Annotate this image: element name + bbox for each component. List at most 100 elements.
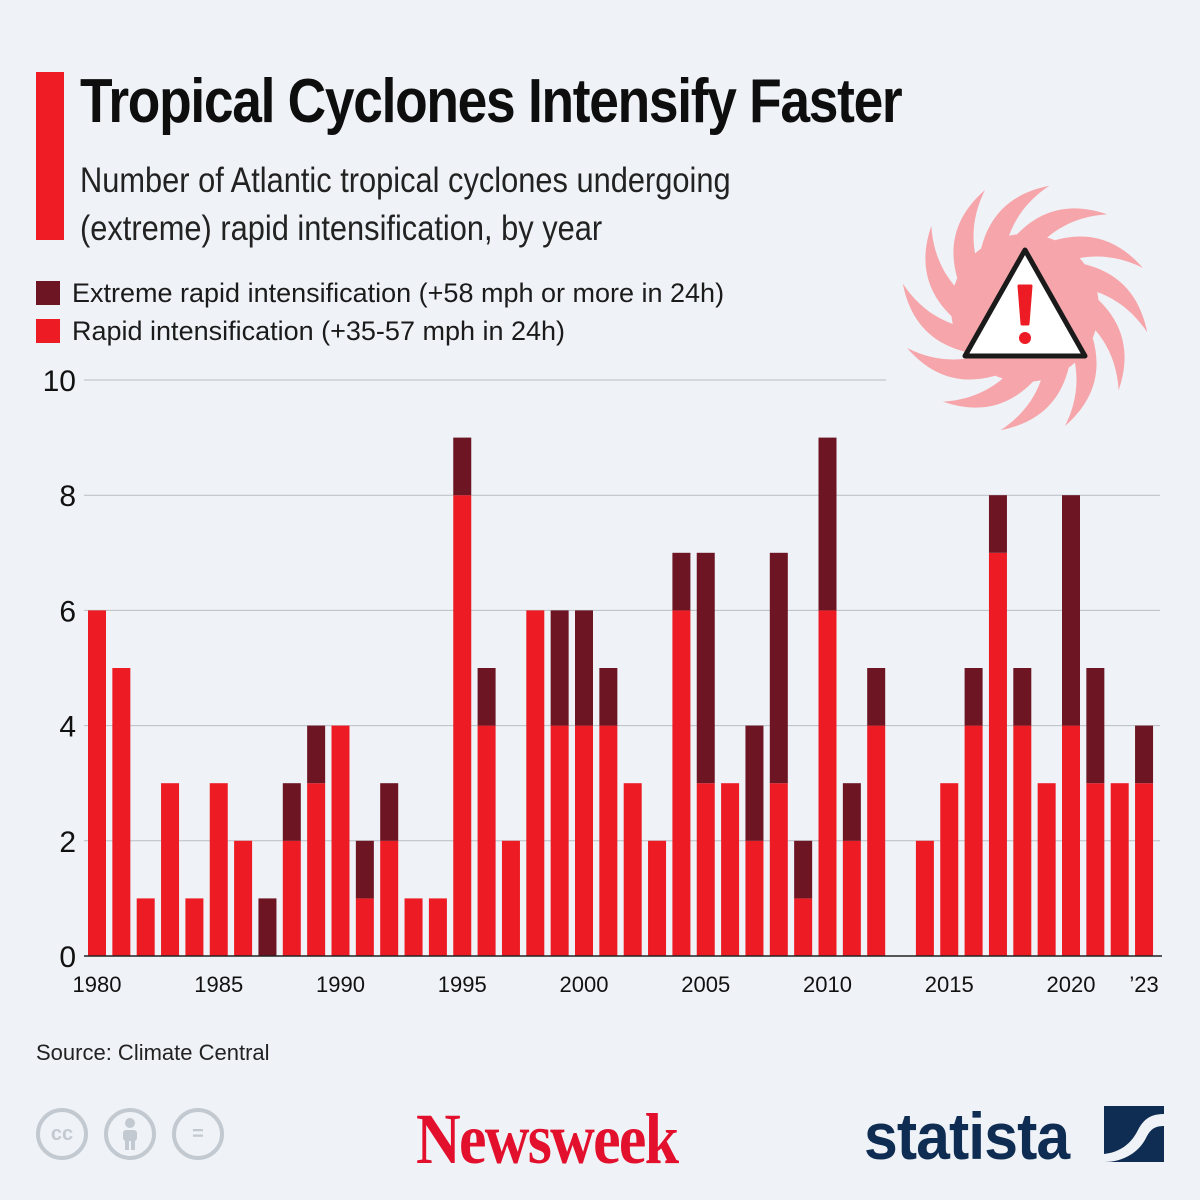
no-derivatives-icon: = [172, 1108, 224, 1160]
attribution-person-icon [104, 1108, 156, 1160]
legend: Extreme rapid intensification (+58 mph o… [36, 274, 724, 350]
bar-rapid-2016 [964, 725, 983, 956]
bar-rapid-2018 [1013, 725, 1032, 956]
bar-rapid-1991 [355, 898, 374, 956]
x-tick-label: 2015 [925, 972, 974, 997]
legend-swatch-extreme [36, 281, 60, 305]
bar-rapid-1982 [136, 898, 155, 956]
bar-rapid-2023 [1135, 783, 1154, 956]
bar-rapid-2015 [940, 783, 959, 956]
bar-extreme-2005 [696, 552, 715, 784]
newsweek-logo: Newsweek [416, 1099, 679, 1179]
bar-extreme-2012 [867, 668, 886, 726]
page-subtitle: Number of Atlantic tropical cyclones und… [80, 161, 731, 248]
bar-extreme-1999 [550, 610, 569, 726]
bar-rapid-1985 [209, 783, 228, 956]
x-tick-label: 1985 [194, 972, 243, 997]
bar-rapid-2005 [696, 783, 715, 956]
bar-extreme-2021 [1086, 668, 1105, 784]
bar-extreme-1991 [355, 840, 374, 899]
bar-rapid-2010 [818, 610, 837, 956]
bar-rapid-1983 [161, 783, 180, 956]
creative-commons-icon: cc [36, 1108, 88, 1160]
bar-extreme-2011 [842, 783, 861, 841]
bar-rapid-2008 [769, 783, 788, 956]
bar-rapid-1993 [404, 898, 423, 956]
chart-bars [84, 437, 1162, 957]
x-tick-label: 2005 [681, 972, 730, 997]
bar-rapid-2022 [1110, 783, 1129, 956]
bar-extreme-1995 [453, 437, 472, 496]
bar-rapid-2014 [915, 840, 934, 956]
bar-rapid-2001 [599, 725, 618, 956]
bar-rapid-1992 [380, 840, 399, 956]
bar-rapid-2021 [1086, 783, 1105, 956]
bar-rapid-1996 [477, 725, 496, 956]
bar-extreme-2016 [964, 668, 983, 726]
bar-extreme-2000 [575, 610, 593, 726]
bar-rapid-1999 [550, 725, 569, 956]
bar-extreme-2007 [745, 725, 764, 841]
bar-extreme-1992 [380, 783, 399, 841]
bar-rapid-1981 [112, 668, 131, 956]
bar-rapid-1980 [88, 610, 106, 956]
bar-rapid-1995 [453, 495, 472, 956]
bar-extreme-2023 [1135, 725, 1154, 784]
y-tick-label: 6 [59, 595, 76, 628]
legend-label-rapid: Rapid intensification (+35-57 mph in 24h… [72, 315, 566, 346]
bar-rapid-1988 [282, 840, 301, 956]
bar-extreme-2008 [769, 552, 788, 784]
bar-rapid-1997 [501, 840, 520, 956]
bar-extreme-1988 [282, 783, 301, 841]
statista-logo-icon [1104, 1106, 1164, 1162]
legend-item-rapid: Rapid intensification (+35-57 mph in 24h… [36, 312, 724, 350]
cyclone-warning-icon [902, 185, 1148, 431]
bar-rapid-1986 [234, 840, 253, 956]
bar-rapid-2017 [988, 552, 1007, 956]
bar-extreme-2017 [988, 495, 1007, 553]
y-axis: 0 2 4 6 8 10 [43, 365, 76, 974]
bar-rapid-1998 [526, 610, 545, 956]
bar-rapid-2012 [867, 725, 886, 956]
y-tick-label: 2 [59, 826, 76, 859]
bar-extreme-2020 [1062, 495, 1080, 726]
bar-rapid-1989 [307, 783, 326, 956]
bar-extreme-2010 [818, 437, 837, 611]
x-tick-label: 1990 [316, 972, 365, 997]
bar-rapid-1984 [185, 898, 204, 956]
bar-rapid-2004 [672, 610, 691, 956]
license-icons: cc = [36, 1108, 224, 1160]
x-tick-label: ’23 [1129, 972, 1158, 997]
bar-rapid-1990 [331, 725, 350, 956]
bar-rapid-2011 [842, 840, 861, 956]
bar-chart: 0 2 4 6 8 10 1980 1985 1990 1995 2000 2005 2010 2015… [43, 185, 1162, 997]
legend-item-extreme: Extreme rapid intensification (+58 mph o… [36, 274, 724, 312]
bar-rapid-2019 [1037, 783, 1056, 956]
y-tick-label: 10 [43, 365, 76, 398]
bar-extreme-2001 [599, 668, 618, 726]
x-tick-label: 1995 [438, 972, 487, 997]
x-tick-label: 2000 [560, 972, 609, 997]
x-tick-label: 1980 [73, 972, 122, 997]
bar-rapid-2009 [794, 898, 813, 956]
source-note: Source: Climate Central [36, 1040, 270, 1065]
bar-extreme-1996 [477, 668, 496, 726]
bar-rapid-2003 [648, 840, 667, 956]
statista-logo-text: statista [864, 1099, 1070, 1173]
x-tick-label: 2020 [1047, 972, 1096, 997]
bar-rapid-2000 [575, 725, 593, 956]
y-tick-label: 0 [59, 941, 76, 974]
bar-rapid-1994 [428, 898, 447, 956]
bar-rapid-2002 [623, 783, 642, 956]
bar-extreme-1987 [258, 898, 277, 956]
legend-label-extreme: Extreme rapid intensification (+58 mph o… [72, 277, 725, 308]
warning-exclamation-dot [1019, 332, 1031, 344]
y-tick-label: 4 [59, 711, 76, 744]
bar-rapid-2006 [721, 783, 740, 956]
y-tick-label: 8 [59, 480, 76, 513]
page-title: Tropical Cyclones Intensify Faster [80, 67, 903, 136]
bar-extreme-2004 [672, 552, 691, 611]
x-tick-label: 2010 [803, 972, 852, 997]
warning-exclamation-bar [1017, 284, 1033, 326]
bar-extreme-2009 [794, 840, 813, 899]
